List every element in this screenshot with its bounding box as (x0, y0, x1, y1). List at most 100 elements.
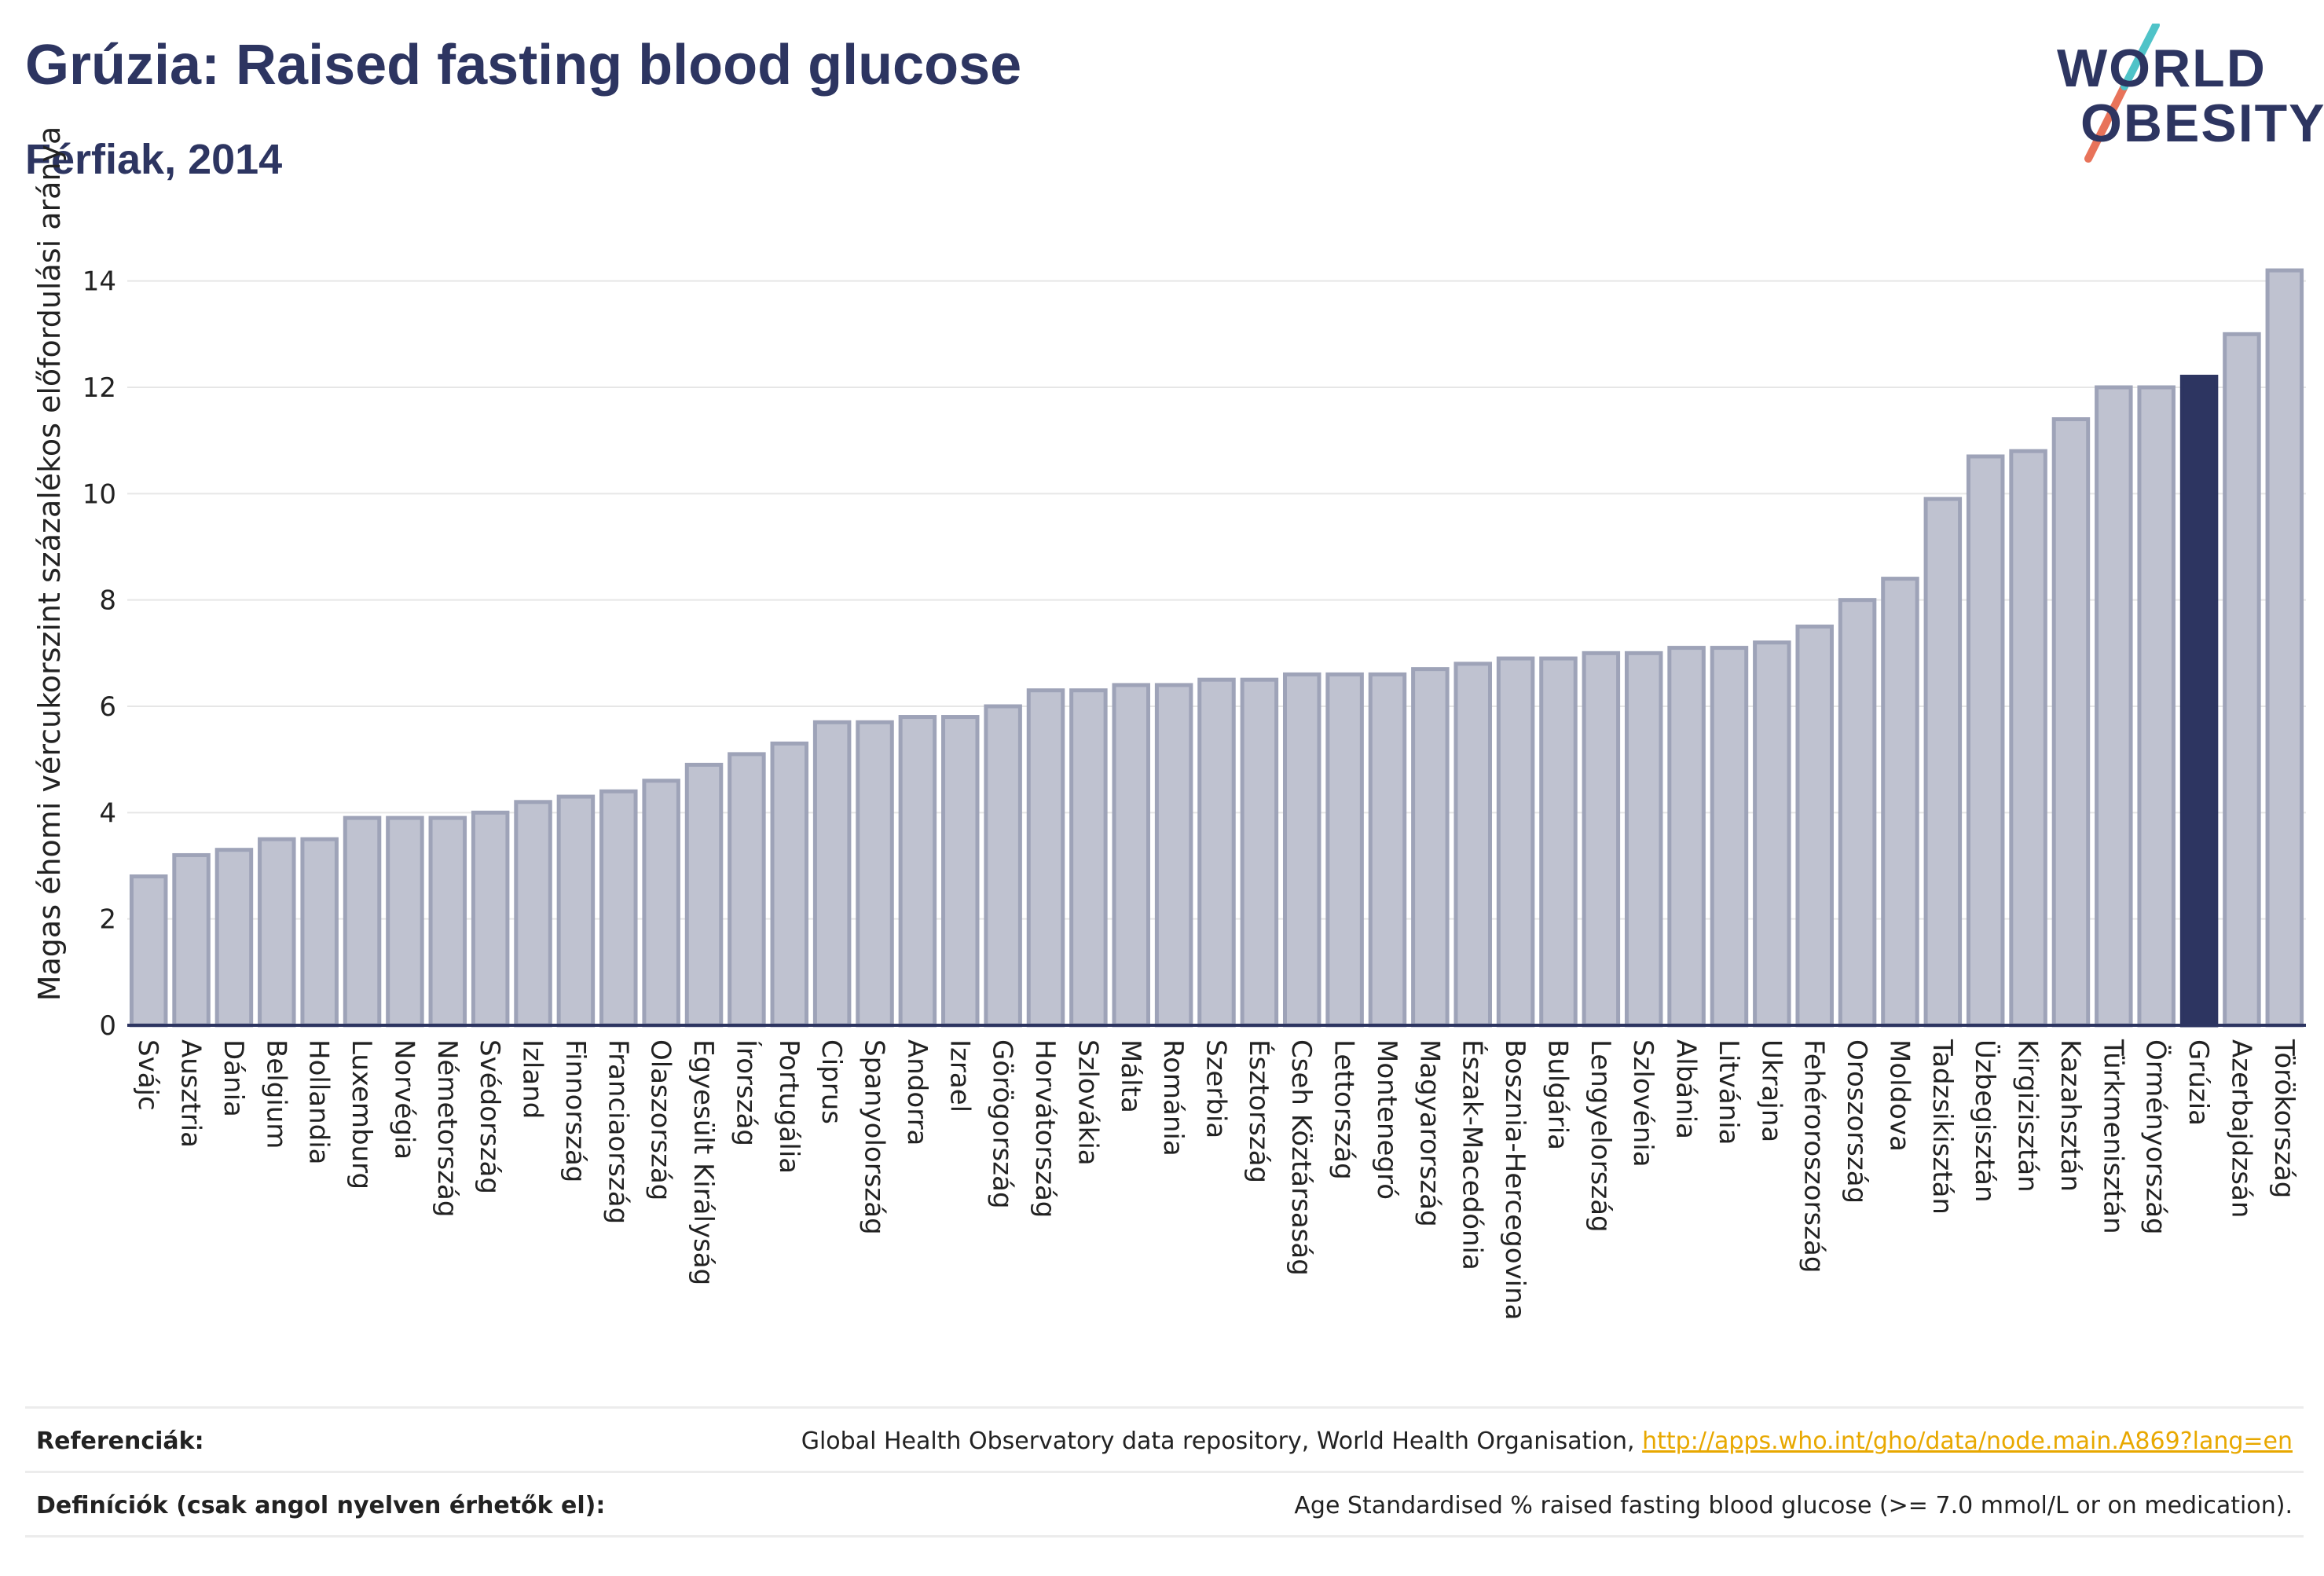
category-label: Türkmenisztán (2097, 1039, 2128, 1234)
category-label: Németország (431, 1039, 463, 1217)
category-label: Írország (730, 1039, 762, 1146)
category-label: Románia (1157, 1039, 1189, 1156)
bar-Svédország (471, 810, 510, 1028)
category-label: Belgium (260, 1039, 291, 1149)
bar-Finnország (556, 794, 596, 1028)
bar-Spanyolország (856, 720, 894, 1028)
category-label: Észak-Macedónia (1457, 1039, 1489, 1270)
bar-Cseh Köztársaság (1282, 672, 1321, 1028)
category-label: Izland (517, 1039, 548, 1119)
bar-Bosznia-Hercegovina (1496, 656, 1535, 1028)
logo-slash-icon (2084, 24, 2160, 163)
bar-Kirgizisztán (2009, 449, 2047, 1028)
category-label: Norvégia (388, 1039, 420, 1160)
category-label: Cseh Köztársaság (1285, 1039, 1317, 1276)
world-obesity-logo: WORLD OBESITY (2057, 24, 2324, 165)
y-tick-label: 0 (99, 1010, 116, 1042)
category-label: Portugália (773, 1039, 805, 1174)
bar-Grúzia (2179, 374, 2219, 1028)
bar-Norvégia (386, 815, 424, 1028)
bar-Belgium (258, 837, 296, 1028)
y-tick-label: 14 (82, 266, 116, 298)
bar-Szlovénia (1624, 651, 1663, 1028)
category-label: Ciprus (816, 1039, 847, 1124)
bar-Luxemburg (343, 815, 382, 1028)
category-label: Ukrajna (1755, 1039, 1787, 1142)
bar-Litvánia (1710, 646, 1749, 1028)
bar-Montenegró (1368, 672, 1407, 1028)
category-label: Magyarország (1413, 1039, 1445, 1227)
bar-Kazahsztán (2051, 417, 2091, 1028)
category-label: Kazahsztán (2055, 1039, 2086, 1192)
category-label: Hollandia (303, 1039, 335, 1165)
category-label: Izrael (944, 1039, 975, 1112)
y-tick-labels: 0 2 4 6 8 10 12 14 (82, 266, 116, 1042)
footer-definitions-row: Definíciók (csak angol nyelven érhetők e… (25, 1471, 2304, 1538)
category-label: Észtország (1243, 1039, 1275, 1183)
category-label: Lettország (1329, 1039, 1360, 1180)
category-label: Görögország (987, 1039, 1018, 1209)
category-label: Franciaország (602, 1039, 633, 1224)
bar-Németország (428, 815, 467, 1028)
y-tick-label: 6 (99, 691, 116, 723)
bar-Üzbegisztán (1966, 454, 2005, 1028)
references-text: Global Health Observatory data repositor… (801, 1428, 1635, 1455)
category-label: Bosznia-Hercegovina (1499, 1039, 1530, 1320)
bar-Horvátország (1026, 688, 1065, 1028)
bar-Egyesült Királyság (684, 762, 724, 1028)
category-label: Albánia (1670, 1039, 1702, 1139)
category-label: Montenegró (1371, 1039, 1402, 1200)
category-label: Luxemburg (346, 1039, 377, 1189)
bar-Azerbajdzsán (2223, 332, 2261, 1028)
category-label: Oroszország (1841, 1039, 1872, 1204)
y-tick-label: 4 (99, 797, 116, 829)
bar-Olaszország (642, 779, 680, 1028)
references-value: Global Health Observatory data repositor… (801, 1428, 2293, 1455)
category-label: Grúzia (2183, 1039, 2214, 1126)
bar-Törökország (2265, 268, 2304, 1028)
category-label: Kirgizisztán (2012, 1039, 2044, 1193)
category-label: Litvánia (1713, 1039, 1744, 1145)
category-label: Fehéroroszország (1798, 1039, 1830, 1273)
chart-subtitle: Férfiak, 2014 (25, 136, 283, 183)
bar-Ukrajna (1753, 640, 1791, 1028)
bar-Írország (728, 752, 766, 1028)
chart-title: Grúzia: Raised fasting blood glucose (25, 34, 1022, 97)
bar-Dánia (214, 848, 254, 1028)
footer-references-row: Referenciák: Global Health Observatory d… (25, 1406, 2304, 1473)
category-label: Svájc (132, 1039, 163, 1111)
bar-Észtország (1240, 677, 1279, 1028)
logo-word-world: WORLD (2057, 38, 2267, 98)
bar-Izland (514, 800, 552, 1028)
y-tick-label: 12 (82, 372, 116, 404)
category-label: Törökország (2268, 1039, 2300, 1198)
bar-Ciprus (812, 720, 852, 1028)
category-label: Szerbia (1200, 1039, 1232, 1138)
y-axis-label: Magas éhomi vércukorszint százalékos elő… (32, 126, 67, 1002)
category-label: Finnország (559, 1039, 591, 1182)
bar-Tadzsikisztán (1923, 497, 1963, 1028)
category-label: Bulgária (1541, 1039, 1573, 1150)
bar-Szlovákia (1069, 688, 1108, 1028)
category-label: Szlovákia (1072, 1039, 1103, 1166)
category-label: Tadzsikisztán (1926, 1039, 1958, 1215)
bar-Fehéroroszország (1795, 625, 1834, 1028)
bar-Franciaország (599, 789, 638, 1028)
references-link[interactable]: http://apps.who.int/gho/data/node.main.A… (1642, 1428, 2293, 1455)
bar-Szerbia (1197, 677, 1236, 1028)
bar-Lengyelország (1582, 651, 1621, 1028)
y-tick-label: 2 (99, 904, 116, 936)
category-label: Ausztria (175, 1039, 207, 1148)
category-label: Azerbajdzsán (2225, 1039, 2256, 1218)
bar-Oroszország (1838, 598, 1877, 1028)
bar-Ausztria (172, 852, 211, 1028)
bar-chart: 0 2 4 6 8 10 12 14 Svájc Ausztria Dánia Belgium Hol… (32, 126, 2306, 1320)
category-label: Svédország (474, 1039, 505, 1194)
category-labels: Svájc Ausztria Dánia Belgium Hollandia Luxemb… (132, 1039, 2300, 1320)
category-label: Olaszország (645, 1039, 676, 1200)
bar-Málta (1112, 683, 1151, 1028)
bar-Moldova (1881, 577, 1919, 1028)
bar-Izrael (941, 715, 980, 1028)
y-tick-label: 8 (99, 585, 116, 617)
bar-Lettország (1325, 672, 1364, 1028)
